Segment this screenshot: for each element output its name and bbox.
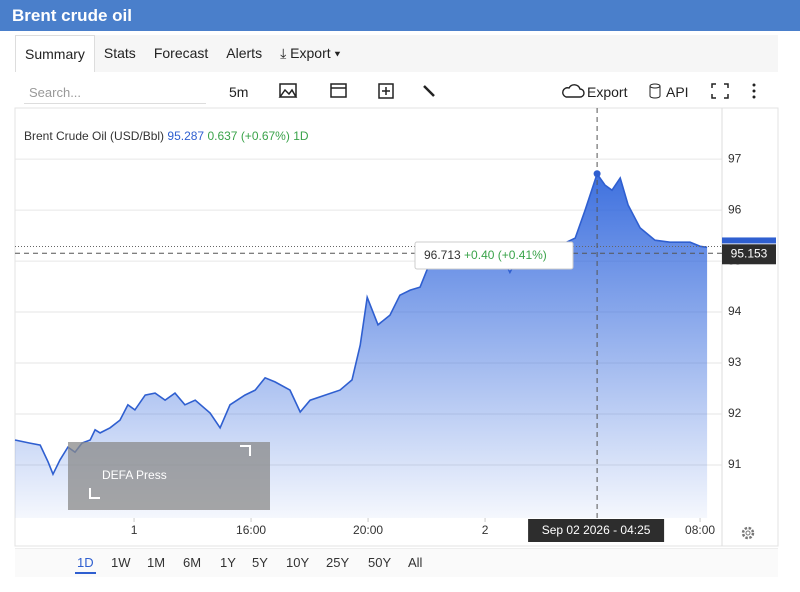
tooltip-value: 96.713 [424, 248, 461, 262]
range-button[interactable]: 1M [147, 555, 166, 570]
x-tick-label: 16:00 [236, 523, 266, 537]
tooltip-change: +0.40 [464, 248, 495, 262]
tab[interactable]: Stats [103, 45, 136, 61]
x-tick-label: 08:00 [685, 523, 715, 537]
tooltip-box [414, 241, 574, 270]
chart-title: Brent Crude Oil (USD/Bbl) [24, 129, 164, 143]
watermark-text: DEFA Press [102, 468, 167, 482]
y-tick-label: 93 [728, 355, 742, 369]
quote-period: 1D [293, 129, 309, 143]
y-tick-label: 97 [728, 151, 742, 165]
tab-export[interactable]: ⤓ Export ▾ [280, 45, 341, 61]
range-button[interactable]: 6M [183, 555, 202, 570]
x-tick-label: 1 [131, 523, 138, 537]
tabs: Summary Stats Forecast Alerts ⤓ Export ▾ [15, 35, 778, 72]
y-tick-label: 91 [728, 457, 742, 471]
watermark-box [68, 442, 270, 510]
quote-change-percent: (+0.67%) [241, 129, 290, 143]
quote-price: 95.287 [167, 129, 204, 143]
quote-line: Brent Crude Oil (USD/Bbl) 95.287 0.637 (… [24, 129, 309, 143]
tab-label: Export [290, 45, 331, 61]
x-tick-label: 2 [482, 523, 489, 537]
search-box[interactable]: Search... [24, 82, 206, 104]
watermark: DEFA Press [68, 442, 270, 510]
range-button[interactable]: All [408, 555, 423, 570]
y-tick-label: 96 [728, 202, 742, 216]
api-button[interactable]: API [666, 84, 689, 100]
range-button[interactable]: 1D [75, 555, 96, 574]
price-line [14, 172, 708, 477]
interval[interactable]: 5m [229, 84, 249, 100]
y-tick-label: 94 [728, 304, 742, 318]
y-tick-label: 92 [728, 406, 742, 420]
title-bar: Brent crude oil [0, 0, 800, 31]
export-button[interactable]: Export [587, 84, 628, 100]
crosshair-x-box [528, 519, 665, 542]
range-button[interactable]: 1Y [220, 555, 236, 570]
tab[interactable]: Summary [15, 35, 95, 72]
settings-icon[interactable] [741, 526, 755, 540]
range-button[interactable]: 10Y [286, 555, 310, 570]
range-button[interactable]: 25Y [326, 555, 350, 570]
crosshair-y-label: 95.153 [731, 246, 768, 260]
tooltip-change-percent: (+0.41%) [498, 248, 547, 262]
crosshair-x-label: Sep 02 2026 - 04:25 [542, 523, 651, 537]
range-button[interactable]: 5Y [252, 555, 268, 570]
x-tick-label: 20:00 [353, 523, 383, 537]
watermark-corners [89, 445, 251, 499]
tooltip-text: 96.713 +0.40 (+0.41%) [424, 248, 547, 262]
crosshair-y-box [722, 244, 776, 265]
last-price-marker [722, 237, 776, 244]
tab[interactable]: Forecast [153, 45, 209, 61]
quote-change: 0.637 [207, 129, 237, 143]
range-button[interactable]: 1W [111, 555, 131, 570]
hover-point [593, 170, 601, 178]
tab[interactable]: Alerts [226, 45, 263, 61]
range-button[interactable]: 50Y [368, 555, 392, 570]
range-bar: 1D 1W 1M 6M 1Y 5Y 10Y 25Y 50Y All [15, 548, 778, 577]
